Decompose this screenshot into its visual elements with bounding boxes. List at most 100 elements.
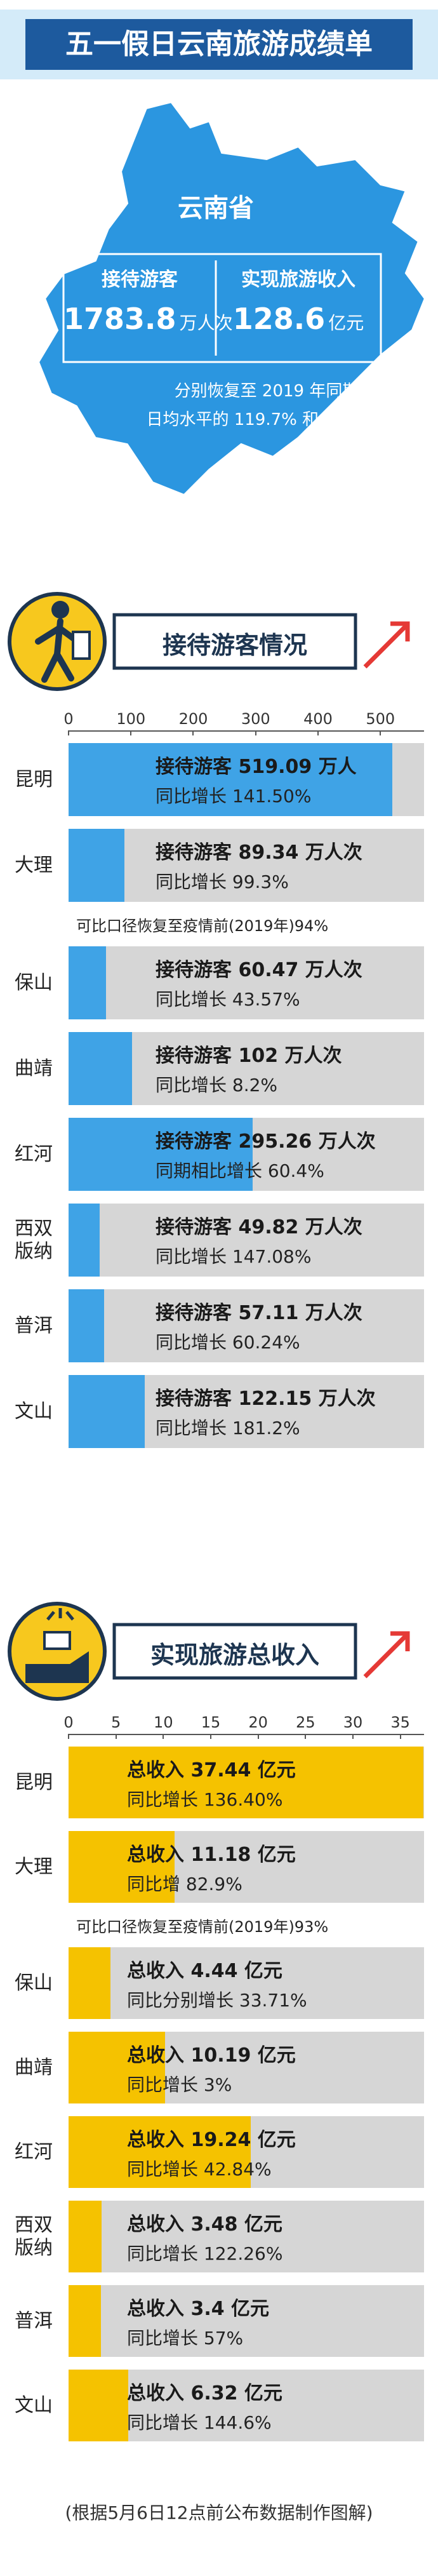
category-label: 红河 <box>15 2140 53 2163</box>
tick-mark <box>163 1734 164 1739</box>
bar <box>69 1747 424 1818</box>
growth-label: 同比增长 181.2% <box>156 1418 300 1439</box>
tick-mark <box>68 1734 69 1739</box>
value-label: 总收入 6.32 亿元 <box>127 2382 282 2405</box>
growth-label: 同比增长 99.3% <box>156 871 289 892</box>
x-tick-label: 200 <box>178 710 208 728</box>
x-axis <box>69 730 424 732</box>
row-background <box>69 1204 424 1277</box>
bar <box>69 2370 129 2441</box>
category-label: 曲靖 <box>15 2056 53 2079</box>
growth-label: 同比增长 147.08% <box>156 1246 312 1267</box>
tick-mark <box>380 730 382 735</box>
value-label: 总收入 4.44 亿元 <box>127 1960 282 1982</box>
category-label: 文山 <box>15 1400 53 1423</box>
tick-mark <box>192 730 194 735</box>
section-title: 实现旅游总收入 <box>150 1641 319 1669</box>
bar <box>69 2032 166 2103</box>
map-label: 云南省 <box>178 194 254 223</box>
category-label: 昆明 <box>15 1771 53 1794</box>
category-label: 普洱 <box>15 2309 53 2332</box>
value-label: 总收入 3.4 亿元 <box>127 2298 270 2320</box>
footer: (根据5月6日12点前公布数据制作图解) <box>65 2502 373 2523</box>
value-label: 接待游客 60.47 万人次 <box>156 959 362 981</box>
growth-label: 同比增长 141.50% <box>156 786 312 807</box>
stat: 1783.8 万人次 <box>63 302 233 336</box>
value-label: 总收入 37.44 亿元 <box>127 1759 296 1781</box>
section-title: 接待游客情况 <box>162 631 307 659</box>
row-background <box>69 1289 424 1362</box>
category-label: 保山 <box>15 1971 53 1994</box>
tick-mark <box>352 1734 354 1739</box>
x-tick-label: 20 <box>248 1714 268 1731</box>
page-title: 五一假日云南旅游成绩单 <box>25 19 413 70</box>
x-tick-label: 5 <box>111 1714 121 1731</box>
bar <box>69 1204 100 1277</box>
value-label: 接待游客 295.26 万人次 <box>156 1130 376 1153</box>
row-background <box>69 829 424 902</box>
stat-unit: 亿元 <box>328 312 364 333</box>
tick-mark <box>130 730 132 735</box>
x-tick-label: 30 <box>343 1714 363 1731</box>
bar <box>69 2285 101 2357</box>
value-label: 总收入 10.19 亿元 <box>127 2044 296 2067</box>
tick-mark <box>115 1734 117 1739</box>
bar <box>69 1118 253 1191</box>
category-label: 西双版纳 <box>15 1217 53 1263</box>
stat-unit: 万人次 <box>179 312 233 333</box>
growth-label: 同比分别增长 33.71% <box>127 1990 307 2011</box>
tick-mark <box>317 730 319 735</box>
tick-mark <box>305 1734 307 1739</box>
growth-label: 同比增长 3% <box>127 2074 232 2095</box>
growth-label: 同比增长 136.40% <box>127 1789 283 1810</box>
x-tick-label: 25 <box>296 1714 315 1731</box>
category-label: 大理 <box>15 854 53 876</box>
stats-box <box>62 253 382 363</box>
growth-label: 同比增长 43.57% <box>156 989 300 1010</box>
tick-mark <box>257 1734 259 1739</box>
section-header-2 <box>8 1602 410 1701</box>
row-background <box>69 946 424 1019</box>
bar <box>69 1032 133 1105</box>
x-tick-label: 500 <box>366 710 395 728</box>
growth-label: 同比增长 8.2% <box>156 1075 278 1096</box>
category-label: 红河 <box>15 1143 53 1165</box>
x-tick-label: 0 <box>63 1714 74 1731</box>
bar <box>69 2116 251 2188</box>
note: 可比口径恢复至疫情前(2019年)94% <box>76 917 329 935</box>
x-axis <box>69 1734 424 1735</box>
x-tick-label: 10 <box>154 1714 173 1731</box>
growth-label: 同比增 82.9% <box>127 1874 242 1895</box>
x-tick-label: 300 <box>241 710 270 728</box>
map-note: 日均水平的 119.7% 和 122.7% <box>146 410 387 429</box>
value-label: 总收入 3.48 亿元 <box>127 2213 282 2236</box>
growth-label: 同期相比增长 60.4% <box>156 1160 324 1181</box>
category-label: 文山 <box>15 2394 53 2417</box>
bar <box>69 946 107 1019</box>
growth-label: 同比增长 42.84% <box>127 2159 272 2180</box>
stat-name: 实现旅游收入 <box>241 269 355 291</box>
category-label: 保山 <box>15 971 53 994</box>
yunnan-map <box>36 100 427 497</box>
tick-mark <box>210 1734 211 1739</box>
row-background <box>69 2285 424 2357</box>
value-label: 接待游客 49.82 万人次 <box>156 1216 362 1238</box>
bar <box>69 1947 111 2019</box>
row-background <box>69 1947 424 2019</box>
value-label: 接待游客 57.11 万人次 <box>156 1302 362 1324</box>
stat-name: 接待游客 <box>102 269 178 291</box>
map-note: 分别恢复至 2019 年同期 <box>174 382 359 401</box>
value-label: 接待游客 519.09 万人 <box>156 756 357 778</box>
bar <box>69 1831 175 1903</box>
tick-mark <box>255 730 256 735</box>
stat-value: 1783.8 <box>63 302 176 336</box>
bar <box>69 829 124 902</box>
category-label: 西双版纳 <box>15 2213 53 2259</box>
stat-value: 128.6 <box>232 302 326 336</box>
bar <box>69 2201 102 2272</box>
section-header-1 <box>8 592 410 691</box>
category-label: 昆明 <box>15 768 53 791</box>
value-label: 接待游客 102 万人次 <box>156 1045 342 1067</box>
value-label: 接待游客 122.15 万人次 <box>156 1388 376 1410</box>
